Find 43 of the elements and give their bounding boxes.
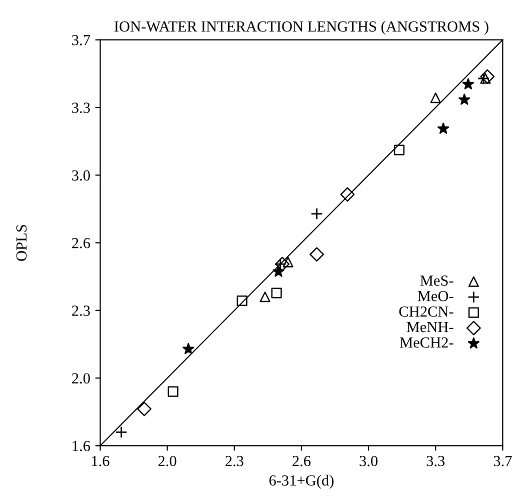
y-tick-label: 2.0: [72, 373, 90, 384]
point: [437, 122, 450, 134]
point: [310, 247, 324, 262]
x-tick-label: 2.3: [226, 456, 244, 466]
x-tick-label: 3.7: [494, 456, 512, 466]
x-tick-label: 2.0: [158, 456, 176, 466]
point: [275, 256, 290, 272]
legend-label: MeNH-: [406, 322, 454, 332]
y-tick-label: 2.3: [72, 306, 90, 316]
point: [462, 78, 474, 90]
point: [271, 288, 282, 298]
legend-label: MeCH2-: [400, 337, 454, 348]
x-tick-label: 3.0: [360, 456, 378, 466]
point: [430, 92, 441, 104]
point: [282, 256, 294, 268]
x-tick-label: 2.6: [292, 456, 311, 466]
y-tick-label: 1.6: [72, 440, 90, 452]
y-tick-label: 2.6: [72, 238, 90, 248]
point: [115, 426, 128, 438]
point: [272, 266, 284, 277]
x-tick-label: 1.6: [92, 456, 110, 466]
point: [236, 295, 248, 306]
y-tick-label: 3.0: [72, 170, 90, 181]
legend-label: MeS-: [420, 276, 454, 286]
point: [182, 343, 194, 354]
legend-label: CH2CN-: [399, 306, 454, 317]
y-tick-label: 3.3: [72, 102, 90, 114]
point: [394, 144, 404, 156]
chart-title: ION-WATER INTERACTION LENGTHS (ANGSTROMS ): [114, 20, 488, 35]
point: [477, 72, 490, 85]
y-axis-title: OPLS: [16, 225, 27, 261]
y-tick-label: 3.7: [72, 35, 90, 46]
x-tick-label: 3.3: [426, 456, 445, 466]
point: [310, 208, 323, 220]
point: [260, 292, 270, 302]
point: [274, 258, 286, 270]
point: [340, 187, 355, 202]
point: [458, 94, 470, 105]
point: [137, 402, 152, 416]
point: [480, 69, 495, 84]
legend-label: MeO-: [418, 290, 454, 302]
x-axis-title: 6-31+G(d): [269, 474, 334, 489]
point: [168, 386, 178, 397]
